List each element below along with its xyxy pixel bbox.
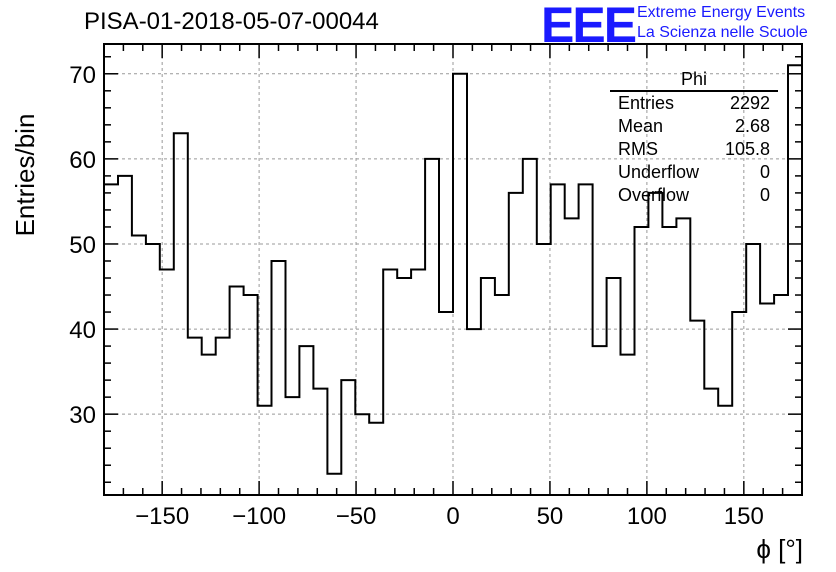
logo-text-line2: La Scienza nelle Scuole xyxy=(637,24,808,41)
chart-title: PISA-01-2018-05-07-00044 xyxy=(84,8,379,35)
stats-value: 2.68 xyxy=(734,116,770,136)
x-tick-label: −100 xyxy=(232,503,286,530)
y-tick-label: 50 xyxy=(69,232,96,259)
y-tick-label: 60 xyxy=(69,147,96,174)
x-tick-label: −50 xyxy=(336,503,377,530)
axis-ticks xyxy=(103,44,803,495)
stats-row-underflow: Underflow 0 xyxy=(610,161,778,184)
histogram-step-line xyxy=(104,64,802,475)
tick-labels: −150 −100 −50 0 50 100 150 30 40 50 60 70 xyxy=(69,62,764,530)
y-tick-label: 70 xyxy=(69,62,96,89)
stats-row-rms: RMS 105.8 xyxy=(610,138,778,161)
x-tick-label: 150 xyxy=(724,503,764,530)
y-tick-label: 30 xyxy=(69,402,96,429)
logo-text-line1: Extreme Energy Events xyxy=(637,4,806,21)
stats-row-mean: Mean 2.68 xyxy=(610,115,778,138)
y-axis-label: Entries/bin xyxy=(10,114,40,237)
stats-label: Underflow xyxy=(618,162,700,182)
stats-label: RMS xyxy=(618,139,658,159)
stats-row-overflow: Overflow 0 xyxy=(610,184,778,207)
y-tick-label: 40 xyxy=(69,317,96,344)
stats-label: Mean xyxy=(618,116,664,136)
stats-title: Phi xyxy=(610,68,778,92)
stats-value: 0 xyxy=(759,185,770,205)
stats-label: Entries xyxy=(618,93,675,113)
x-axis-label: ϕ [°] xyxy=(756,534,803,564)
stats-value: 105.8 xyxy=(724,139,770,159)
x-tick-label: 50 xyxy=(537,503,564,530)
x-tick-label: −150 xyxy=(135,503,189,530)
stats-row-entries: Entries 2292 xyxy=(610,92,778,115)
stats-value: 2292 xyxy=(729,93,770,113)
x-tick-label: 0 xyxy=(446,503,459,530)
stats-label: Overflow xyxy=(618,185,690,205)
stats-value: 0 xyxy=(759,162,770,182)
x-tick-label: 100 xyxy=(627,503,667,530)
stats-box: Phi Entries 2292 Mean 2.68 RMS 105.8 Und… xyxy=(610,68,778,207)
